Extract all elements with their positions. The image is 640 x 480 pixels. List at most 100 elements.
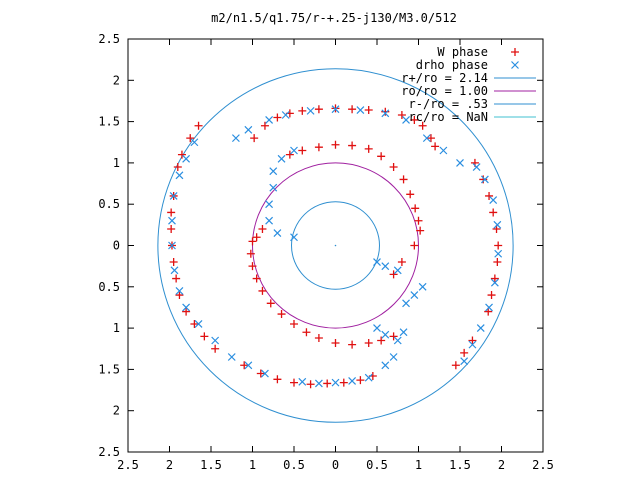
drho-phase-point [306, 106, 315, 115]
drho-phase-point [476, 324, 485, 333]
y-tick-label: 1.5 [98, 362, 120, 376]
drho-phase-point [373, 258, 381, 266]
y-tick-label: 1 [113, 321, 120, 335]
y-tick-label: 0 [113, 239, 120, 253]
w-phase-point [194, 121, 203, 130]
x-tick-label: 2.5 [117, 458, 139, 472]
w-phase-point [306, 380, 315, 389]
w-phase-point [266, 299, 275, 308]
drho-phase-point [231, 134, 240, 143]
w-phase-point [389, 163, 398, 172]
w-phase-point [487, 291, 496, 300]
w-phase-point [399, 175, 408, 184]
w-phase-point [485, 191, 494, 200]
w-phase-point [339, 378, 348, 387]
drho-phase-point [456, 158, 464, 167]
w-phase-point [377, 336, 386, 345]
drho-phase-point [381, 262, 390, 271]
chart-title: m2/n1.5/q1.75/r-+.25-j130/M3.0/512 [211, 11, 457, 25]
drho-phase-point [485, 303, 493, 312]
legend-label-circle: r-/ro = .53 [409, 97, 488, 111]
drho-phase-point [490, 278, 499, 287]
w-phase-point [169, 258, 178, 267]
w-phase-point [290, 378, 298, 387]
legend-label-w-phase: W phase [437, 45, 488, 59]
x-tick-label: 1.5 [200, 458, 222, 472]
w-phase-series [167, 104, 503, 389]
drho-phase-point [393, 336, 402, 345]
drho-phase-point [468, 340, 477, 349]
w-phase-point [348, 141, 357, 150]
drho-phase-point [182, 154, 191, 163]
w-phase-point [256, 369, 265, 378]
circle-r- [157, 68, 514, 423]
w-phase-point [364, 106, 373, 115]
drho-phase-point [182, 303, 191, 312]
x-tick-label: 2 [498, 458, 505, 472]
drho-phase-point [190, 138, 199, 147]
w-phase-point [200, 332, 209, 341]
legend-marker-plus [511, 48, 519, 56]
drho-phase-point [227, 353, 236, 361]
w-phase-point [314, 334, 323, 343]
legend-label-circle: ro/ro = 1.00 [401, 84, 488, 98]
x-tick-label: 1 [249, 458, 256, 472]
w-phase-point [364, 338, 373, 347]
w-phase-point [381, 107, 390, 116]
drho-phase-point [493, 220, 502, 229]
drho-phase-point [373, 324, 381, 333]
drho-phase-point [175, 287, 184, 295]
x-tick-label: 2.5 [532, 458, 554, 472]
w-phase-point [248, 237, 257, 246]
drho-phase-point [261, 369, 269, 378]
drho-phase-point [381, 330, 390, 339]
w-phase-point [331, 338, 340, 347]
w-phase-point [314, 143, 323, 152]
w-phase-point [246, 249, 255, 258]
drho-phase-point [265, 216, 274, 225]
w-phase-point [277, 310, 286, 319]
w-phase-point [411, 204, 420, 213]
drho-phase-point [422, 134, 431, 143]
w-phase-point [406, 190, 415, 199]
w-phase-point [250, 134, 259, 143]
w-phase-point [314, 105, 323, 114]
w-phase-point [290, 319, 298, 328]
x-tick-label: 0.5 [283, 458, 305, 472]
drho-phase-point [402, 116, 410, 124]
w-phase-point [410, 115, 419, 124]
drho-phase-point [399, 328, 408, 337]
drho-phase-point [460, 357, 469, 366]
w-phase-point [418, 121, 427, 130]
drho-phase-point [281, 111, 290, 119]
drho-phase-point [348, 377, 357, 385]
w-phase-point [260, 121, 269, 130]
w-phase-point [389, 270, 398, 279]
drho-phase-point [439, 146, 448, 155]
w-phase-point [186, 134, 195, 143]
w-phase-point [414, 216, 423, 225]
w-phase-point [285, 150, 294, 159]
drho-phase-point [381, 361, 390, 370]
drho-phase-point [290, 233, 298, 242]
w-phase-point [298, 146, 307, 155]
drho-phase-point [480, 175, 489, 184]
drho-phase-point [168, 216, 176, 225]
drho-phase-point [331, 378, 340, 387]
w-phase-point [273, 375, 282, 384]
w-phase-point [468, 336, 477, 345]
w-phase-point [190, 319, 199, 328]
drho-phase-point [265, 116, 274, 124]
drho-phase-point [211, 336, 220, 345]
x-tick-label: 0.5 [366, 458, 388, 472]
w-phase-point [240, 361, 249, 370]
drho-phase-point [277, 154, 286, 163]
drho-phase-point [494, 249, 503, 258]
w-phase-point [175, 291, 184, 300]
w-phase-point [377, 152, 386, 161]
drho-phase-point [489, 196, 498, 204]
w-phase-point [397, 258, 406, 267]
